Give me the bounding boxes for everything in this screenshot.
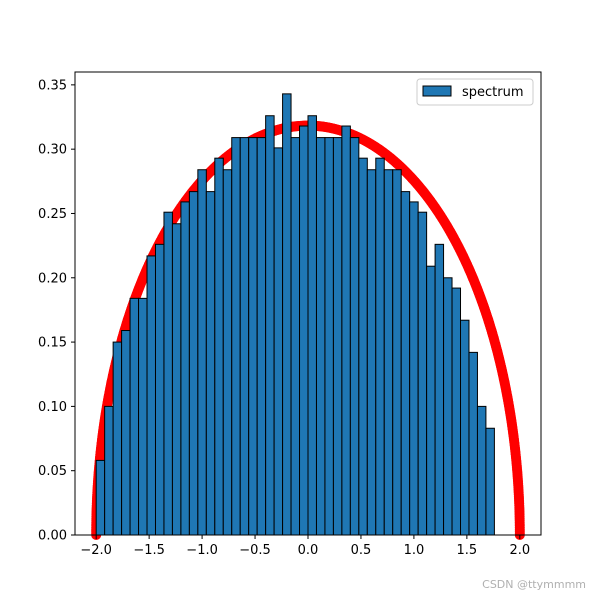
x-tick-label: −2.0 <box>80 543 112 558</box>
histogram-bar <box>315 137 326 536</box>
histogram-bar <box>451 287 462 536</box>
histogram-bar <box>265 115 275 536</box>
histogram-bar <box>324 137 334 536</box>
histogram-bar <box>138 297 148 536</box>
histogram-bar <box>434 243 445 536</box>
histogram-bar <box>214 157 224 536</box>
histogram-bar <box>197 169 207 536</box>
histogram-bar <box>188 191 199 536</box>
histogram-bar <box>282 93 292 536</box>
histogram-bar <box>104 405 114 536</box>
histogram-bar <box>409 201 419 536</box>
x-tick-label: −1.5 <box>133 543 165 558</box>
histogram-bar <box>231 137 241 536</box>
x-tick-label: 1.5 <box>457 543 478 558</box>
histogram-bar <box>383 169 394 536</box>
histogram-bar <box>443 277 453 536</box>
x-tick-label: 1.0 <box>404 543 425 558</box>
y-tick-label: 0.00 <box>38 529 67 544</box>
legend-label: spectrum <box>462 85 524 100</box>
x-tick-label: −1.0 <box>186 543 218 558</box>
histogram-bar <box>375 157 385 536</box>
histogram-bar <box>366 169 377 536</box>
histogram-bar <box>146 255 156 536</box>
legend: spectrum <box>416 78 534 106</box>
histogram-bar <box>468 351 478 536</box>
x-tick-label: 0.0 <box>298 543 319 558</box>
histogram-bar <box>129 297 140 536</box>
histogram-bar <box>256 137 267 536</box>
histogram-bar <box>332 137 343 536</box>
histogram-bar <box>205 191 216 536</box>
x-tick-label: 0.5 <box>351 543 372 558</box>
y-tick-label: 0.10 <box>38 400 67 415</box>
legend-swatch <box>422 85 452 97</box>
histogram-bar <box>273 147 284 536</box>
histogram-bar <box>163 211 173 536</box>
histogram-bar <box>307 115 317 536</box>
histogram-bars <box>95 93 495 536</box>
histogram-bar <box>400 191 411 536</box>
histogram-bar <box>222 169 233 536</box>
y-tick-label: 0.25 <box>38 207 67 222</box>
y-tick-label: 0.20 <box>38 271 67 286</box>
y-tick-label: 0.05 <box>38 464 67 479</box>
histogram-bar <box>417 211 428 536</box>
histogram-bar <box>239 137 250 536</box>
histogram-bar <box>95 459 106 536</box>
histogram-bar <box>349 137 360 536</box>
histogram-bar <box>180 201 190 536</box>
histogram-bar <box>476 405 487 536</box>
histogram-bar <box>392 169 402 536</box>
histogram-bar <box>460 319 470 536</box>
watermark: CSDN @ttymmmm <box>482 578 586 591</box>
histogram-bar <box>248 137 258 536</box>
x-axis: −2.0 −1.5 −1.0 −0.5 0.0 0.5 1.0 1.5 2.0 <box>80 535 530 558</box>
y-tick-label: 0.35 <box>38 78 67 93</box>
histogram-bar <box>154 243 165 536</box>
histogram-bar <box>112 341 123 536</box>
histogram-bar <box>358 157 368 536</box>
x-tick-label: 2.0 <box>509 543 530 558</box>
histogram-bar <box>299 125 309 536</box>
histogram-bar <box>171 223 182 536</box>
histogram-bar <box>426 265 436 536</box>
histogram-bar <box>341 125 351 536</box>
y-axis: 0.00 0.05 0.10 0.15 0.20 0.25 0.30 0.35 <box>38 78 75 544</box>
y-tick-label: 0.15 <box>38 336 67 351</box>
x-tick-label: −0.5 <box>239 543 271 558</box>
y-tick-label: 0.30 <box>38 143 67 158</box>
histogram-bar <box>121 330 131 536</box>
histogram-bar <box>485 427 495 536</box>
histogram-bar <box>290 137 301 536</box>
